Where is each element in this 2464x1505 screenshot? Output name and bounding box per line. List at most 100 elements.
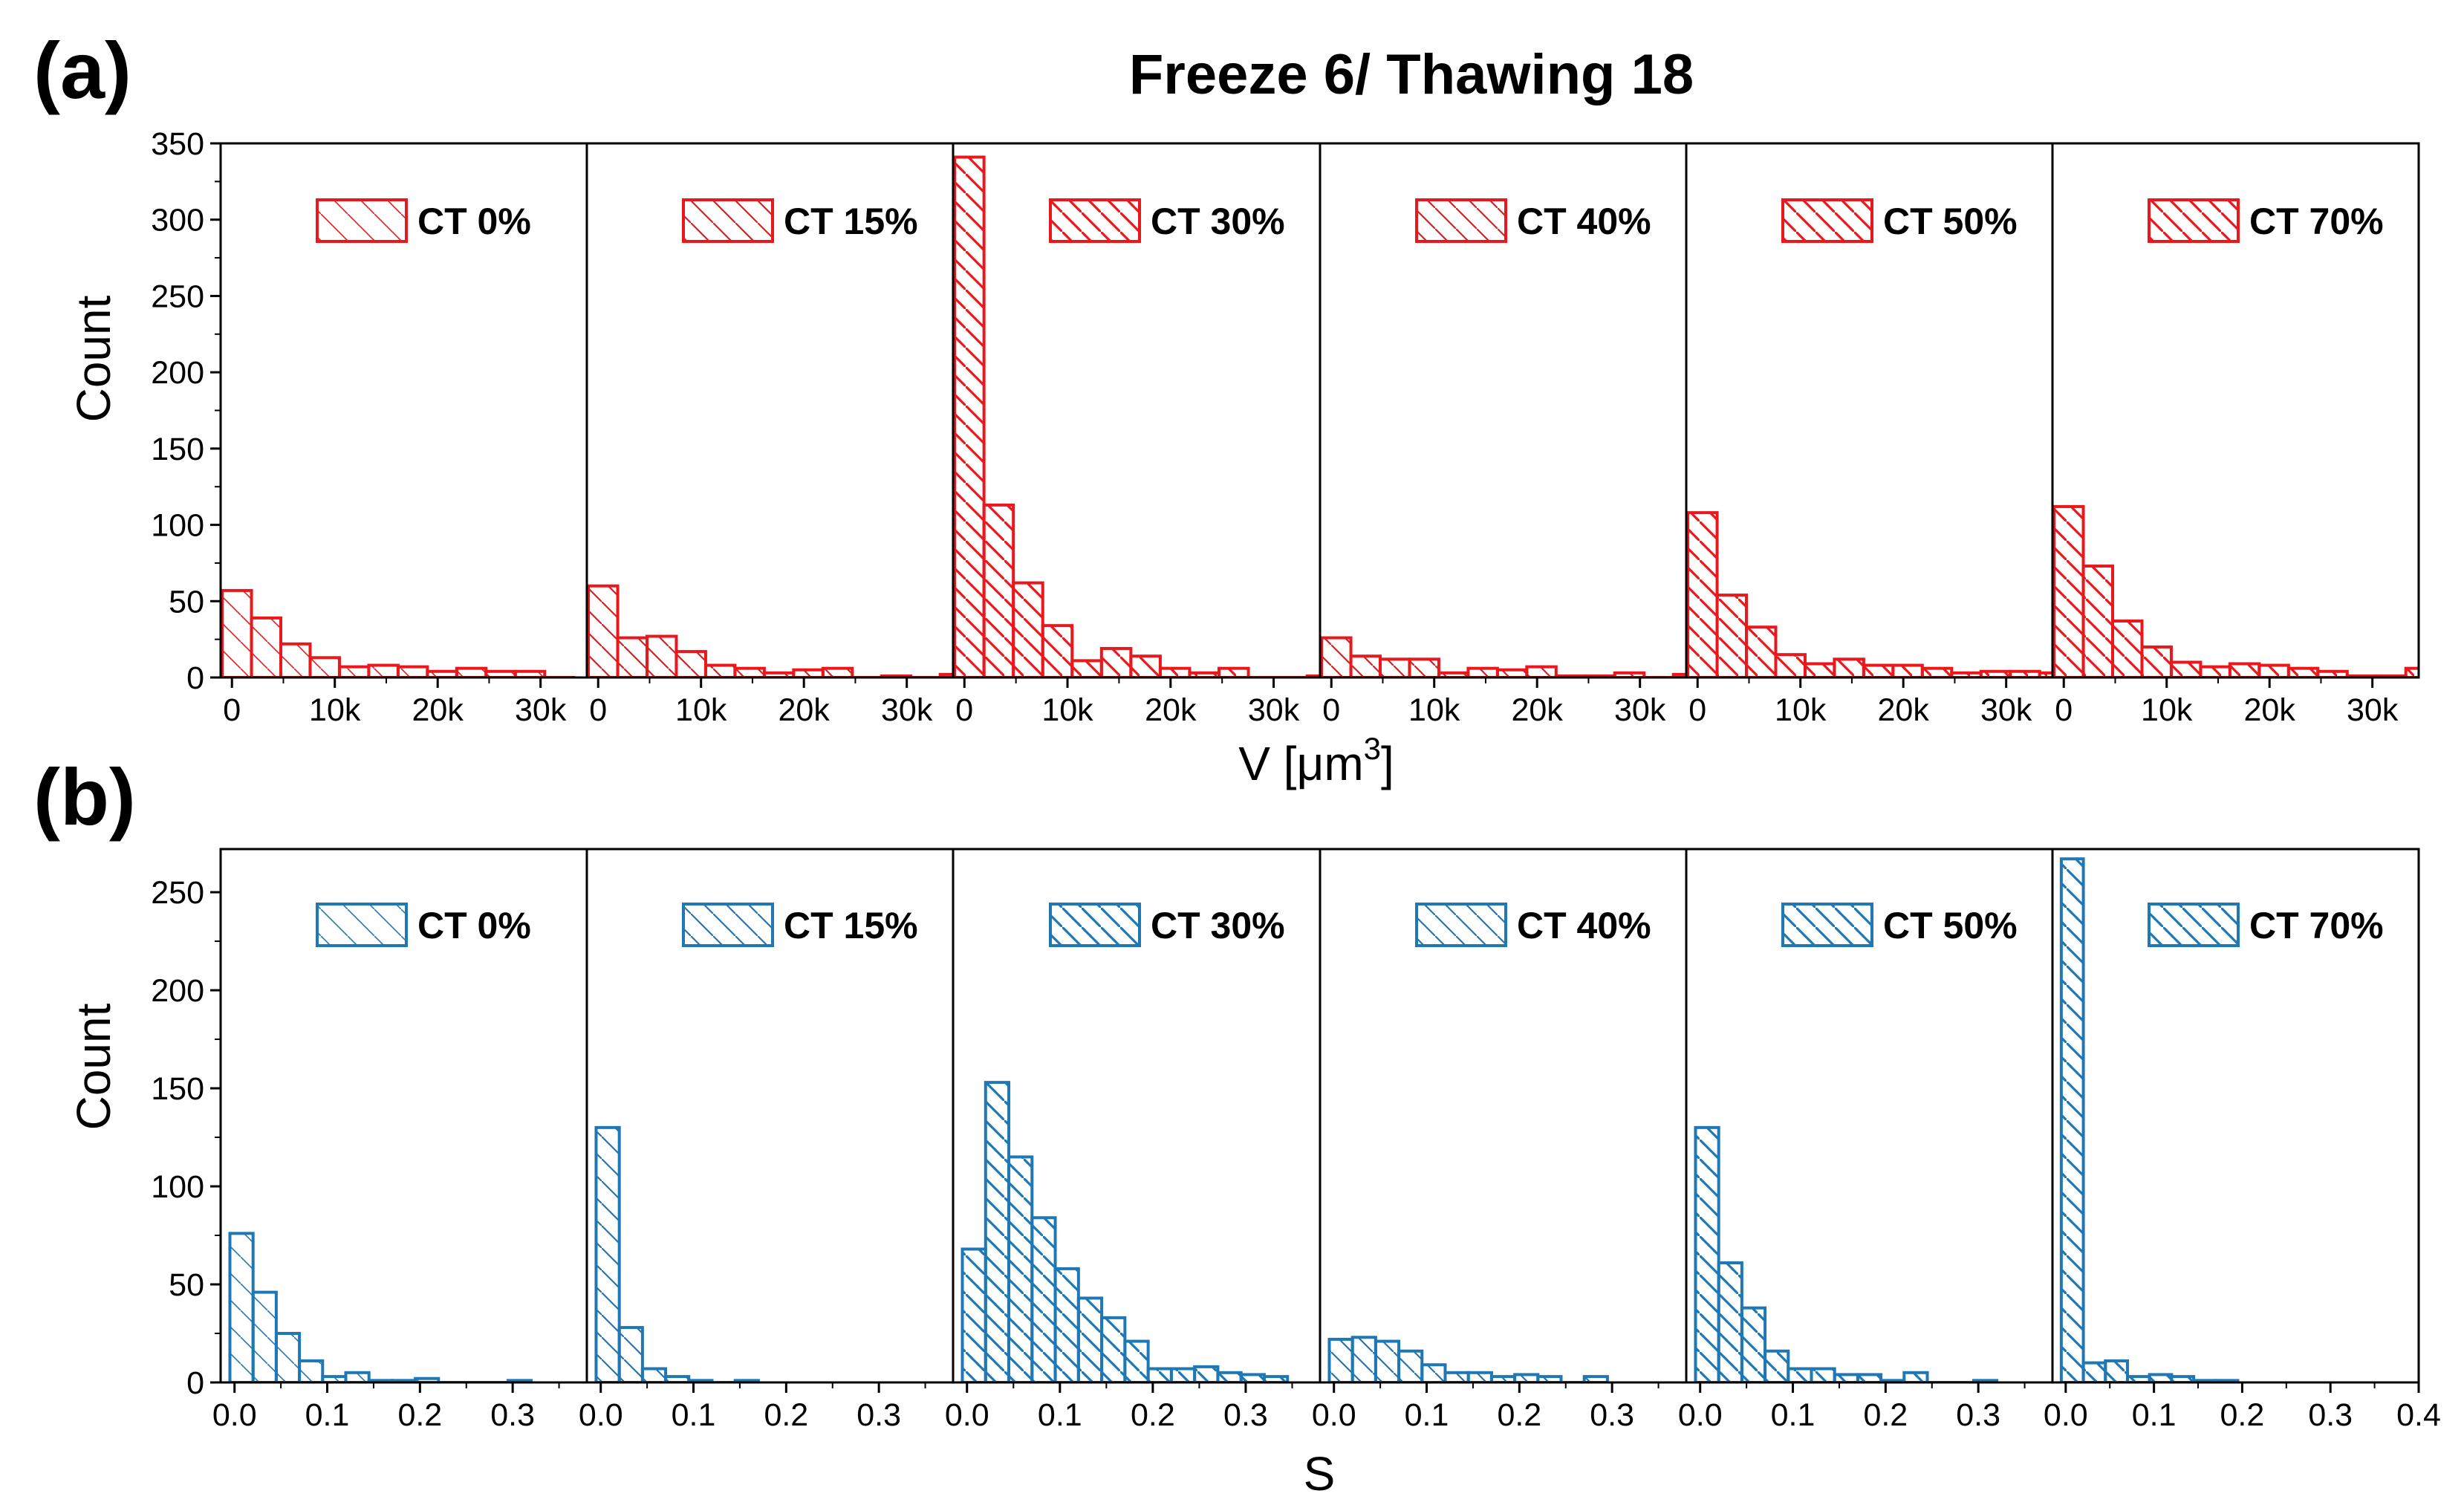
panel-b-1-x-tick-label: 0.1 [672,1397,716,1433]
histogram-bar [733,666,766,677]
panel-b-2-legend-label: CT 30% [1151,905,1285,946]
panel-a-0-bars [221,588,576,677]
panel-a-3-x-tick-label: 0 [1322,692,1340,728]
histogram-bar [1613,671,1646,677]
panel-b-3-legend-label: CT 40% [1517,905,1651,946]
histogram-bar [1671,672,1686,677]
histogram-bar [274,1332,302,1382]
histogram-bar [1349,654,1382,677]
panel-a-1-x-tick-label: 20k [778,692,830,728]
panel-a-2-x-tick-label: 10k [1041,692,1093,728]
histogram-bar [1420,1363,1447,1382]
panel-b-0-x-tick-label: 0.3 [490,1397,535,1433]
histogram-bar [1525,665,1558,677]
panel-a-2-x-tick-label: 30k [1248,692,1300,728]
histogram-bar [2104,1359,2129,1382]
panel-b-1-bars [594,1125,760,1382]
panel-a-5-frame [2051,142,2420,679]
panel-a-0-legend-label: CT 0% [417,201,531,242]
panel-a-1-x-tick-label: 30k [881,692,933,728]
panel-a-3-x-tick-label: 30k [1614,692,1666,728]
panel-a-y-tick-label: 100 [151,508,204,544]
panel-a-3-x-tick-label: 10k [1408,692,1460,728]
histogram-bar [1379,657,1411,677]
panel-b-0-legend-label: CT 0% [417,905,531,946]
histogram-bar [646,634,678,677]
histogram-panels: 0 50 100 150 200 250 300 350 0 10k 20k 30k CT 0% 0 10k… [151,126,2441,1433]
panel-a-4-legend-label: CT 50% [1883,201,2018,242]
panel-b-3-x-tick-label: 0.1 [1405,1397,1449,1433]
panel-a-y-tick-label: 0 [186,660,204,696]
histogram-bar [1053,1267,1080,1382]
histogram-bar [587,584,620,677]
histogram-bar [1100,1316,1127,1382]
histogram-bar [2257,663,2290,677]
panel-b-2-legend-swatch [1049,903,1141,947]
histogram-bar [1041,624,1074,677]
histogram-bar [984,1081,1011,1382]
panel-a-4-x-tick-label: 0 [1688,692,1706,728]
panel-b-0-x-tick-label: 0.1 [305,1397,350,1433]
histogram-bar [1495,668,1529,677]
panel-a-y-tick-label: 300 [151,203,204,238]
panel-b-5-x-tick-label: 0.1 [2132,1397,2177,1433]
panel-a-1-bars [587,584,953,677]
histogram-bar [1920,666,1954,677]
panel-a-5-x-tick-label: 0 [2055,692,2073,728]
panel-b-label: (b) [33,752,136,842]
histogram-bar [1007,1155,1034,1382]
panel-a-4-x-tick-label: 30k [1980,692,2032,728]
panel-b-5-x-tick-label: 0.2 [2220,1397,2265,1433]
panel-a-2-x-tick-label: 0 [955,692,973,728]
histogram-bar [1833,657,1865,677]
histogram-bar [2169,660,2203,677]
histogram-bar [1239,1373,1266,1382]
panel-a-1-legend-label: CT 15% [784,201,918,242]
panel-a-label: (a) [33,25,131,115]
panel-b-3-x-tick-label: 0.3 [1590,1397,1634,1433]
panel-a-2-legend-swatch [1049,198,1141,243]
histogram-bar [2052,504,2085,677]
histogram-bar [617,1326,644,1382]
histogram-bar [1833,1373,1859,1382]
panel-b-4-x-tick-label: 0.2 [1863,1397,1908,1433]
panel-a-y-tick-label: 150 [151,432,204,467]
panel-b-3-x-tick-label: 0.0 [1312,1397,1356,1433]
panel-b-3-bars [1327,1336,1609,1382]
panel-a-5-legend-swatch [2148,198,2240,243]
histogram-bar [1803,662,1836,677]
panel-a-y-tick-label: 200 [151,355,204,391]
histogram-bar [674,650,707,677]
panel-a-0-x-tick-label: 0 [223,692,241,728]
histogram-bar [1466,666,1499,677]
panel-b-4-x-tick-label: 0.3 [1956,1397,2000,1433]
histogram-bar [2059,857,2085,1382]
panel-a-4-x-tick-label: 10k [1775,692,1827,728]
panel-b-4-legend-label: CT 50% [1883,905,2018,946]
histogram-bar [1327,1337,1354,1382]
panel-a-0-x-tick-label: 30k [515,692,567,728]
histogram-bar [2038,671,2052,677]
histogram-bar [455,666,488,677]
histogram-bar [1856,1373,1883,1382]
histogram-bar [1787,1367,1813,1382]
histogram-bar [1169,1367,1197,1382]
panel-b-1-legend-label: CT 15% [784,905,918,946]
histogram-bar [1193,1365,1220,1382]
histogram-bar [1810,1367,1836,1382]
histogram-bar [1099,646,1133,677]
panel-b-0-legend-swatch [316,903,408,947]
histogram-bar [792,668,825,677]
panel-b-1-x-tick-label: 0.0 [579,1397,623,1433]
panel-b-5-frame [2051,848,2420,1384]
histogram-bar [1123,1339,1150,1382]
histogram-bar [337,665,371,677]
histogram-bar [1146,1367,1173,1382]
figure-title: Freeze 6/ Thawing 18 [1129,43,1694,106]
histogram-bar [308,656,341,677]
histogram-bar [367,663,400,677]
panel-a-3-legend-label: CT 40% [1517,201,1651,242]
histogram-bar [1717,1261,1743,1382]
panel-b-y-tick-label: 50 [169,1267,204,1303]
